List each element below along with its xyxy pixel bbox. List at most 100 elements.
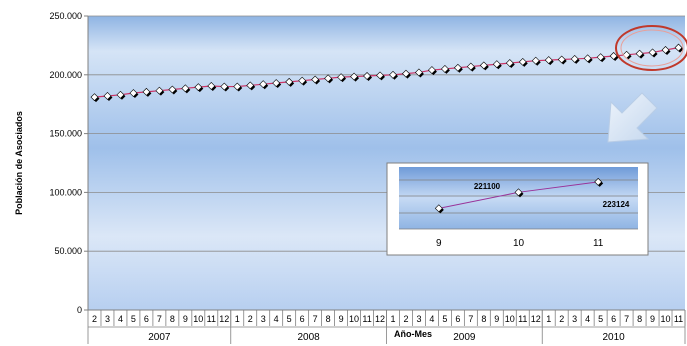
data-point (466, 62, 476, 72)
x-tick-label: 6 (455, 314, 460, 324)
x-tick-label: 2 (92, 314, 97, 324)
data-point (337, 73, 347, 83)
x-tick-label: 1 (235, 314, 240, 324)
data-point (181, 84, 191, 94)
series-main (90, 43, 684, 103)
x-tick-label: 7 (468, 314, 473, 324)
x-tick-label: 7 (313, 314, 318, 324)
x-tick-label: 11 (362, 314, 371, 324)
x-tick-label: 2 (248, 314, 253, 324)
y-tick-label: 50.000 (54, 246, 82, 256)
inset-data-point (434, 204, 444, 214)
x-tick-label: 4 (274, 314, 279, 324)
data-point (207, 82, 217, 91)
x-tick-label: 3 (416, 314, 421, 324)
data-point (298, 76, 308, 86)
x-tick-label: 12 (375, 314, 385, 324)
x-tick-label: 4 (429, 314, 434, 324)
pointer-arrow-icon (607, 92, 658, 143)
inset-data-label: 223124 (603, 200, 630, 209)
data-point (142, 87, 152, 97)
data-point (531, 56, 541, 66)
x-tick-label: 9 (183, 314, 188, 324)
data-point (544, 56, 554, 66)
data-point (129, 89, 139, 99)
highlight-ellipse-inner (620, 29, 684, 67)
y-tick-label: 200.000 (49, 70, 82, 80)
data-point (648, 48, 658, 58)
x-tick-label: 4 (585, 314, 590, 324)
inset-plot-area (399, 167, 638, 229)
data-point (402, 69, 411, 79)
data-point (583, 54, 593, 64)
data-point (103, 92, 113, 101)
series-line (94, 47, 679, 98)
data-point (479, 61, 489, 71)
x-tick-label: 4 (118, 314, 123, 324)
data-point (376, 71, 386, 81)
x-tick-label: 7 (157, 314, 162, 324)
y-tick-label: 100.000 (49, 187, 82, 197)
data-point (518, 57, 528, 67)
inset-data-point (594, 177, 604, 187)
x-tick-label: 2 (559, 314, 564, 324)
x-tick-label: 5 (131, 314, 136, 324)
x-tick-label: 3 (572, 314, 577, 324)
data-point (427, 66, 437, 76)
data-point (505, 59, 515, 69)
data-point (492, 60, 502, 70)
x-tick-label: 6 (144, 314, 149, 324)
data-point (233, 82, 243, 92)
inset-x-tick-label: 9 (436, 238, 442, 249)
y-tick-label: 250.000 (49, 11, 82, 21)
data-point (609, 52, 619, 61)
data-point (272, 79, 282, 89)
x-tick-label: 8 (326, 314, 331, 324)
data-point (168, 85, 178, 95)
data-point (90, 93, 100, 103)
data-point (350, 72, 360, 82)
x-tick-label: 8 (637, 314, 642, 324)
data-point (635, 49, 645, 59)
data-point (661, 46, 671, 55)
inset-series: 9 10 11 221100 223124 (434, 177, 630, 249)
inset-x-tick-label: 11 (593, 238, 604, 249)
x-tick-label: 12 (531, 314, 541, 324)
data-point (453, 63, 463, 73)
year-label: 2007 (148, 332, 171, 343)
y-tick-label: 0 (77, 305, 82, 315)
data-point (440, 64, 450, 74)
highlight-ellipse (615, 25, 687, 71)
x-tick-label: 1 (546, 314, 551, 324)
x-tick-label: 10 (349, 314, 359, 324)
x-tick-label: 11 (207, 314, 216, 324)
x-tick-label: 12 (219, 314, 229, 324)
inset-data-label: 221100 (474, 182, 501, 191)
x-tick-label: 7 (624, 314, 629, 324)
x-tick-label: 11 (674, 314, 683, 324)
x-axis-title: Año-Mes (394, 329, 432, 339)
data-point (220, 82, 230, 92)
data-point (557, 55, 567, 65)
x-tick-label: 9 (494, 314, 499, 324)
x-tick-label: 5 (442, 314, 447, 324)
data-point (259, 80, 269, 90)
x-tick-label: 5 (598, 314, 603, 324)
inset-data-point (514, 188, 524, 198)
year-label: 2010 (602, 332, 625, 343)
data-point (363, 72, 373, 81)
x-tick-label: 2 (403, 314, 408, 324)
data-point (415, 68, 424, 78)
x-tick-label: 9 (650, 314, 655, 324)
data-point (155, 86, 165, 96)
year-label: 2008 (298, 332, 321, 343)
inset-x-tick-label: 10 (513, 238, 525, 249)
data-point (311, 75, 321, 85)
y-tick-labels: 0 50.000 100.000 150.000 200.000 250.000 (49, 11, 82, 315)
x-tick-label: 6 (611, 314, 616, 324)
data-point (285, 77, 295, 87)
x-tick-label: 5 (287, 314, 292, 324)
year-label: 2009 (453, 332, 476, 343)
